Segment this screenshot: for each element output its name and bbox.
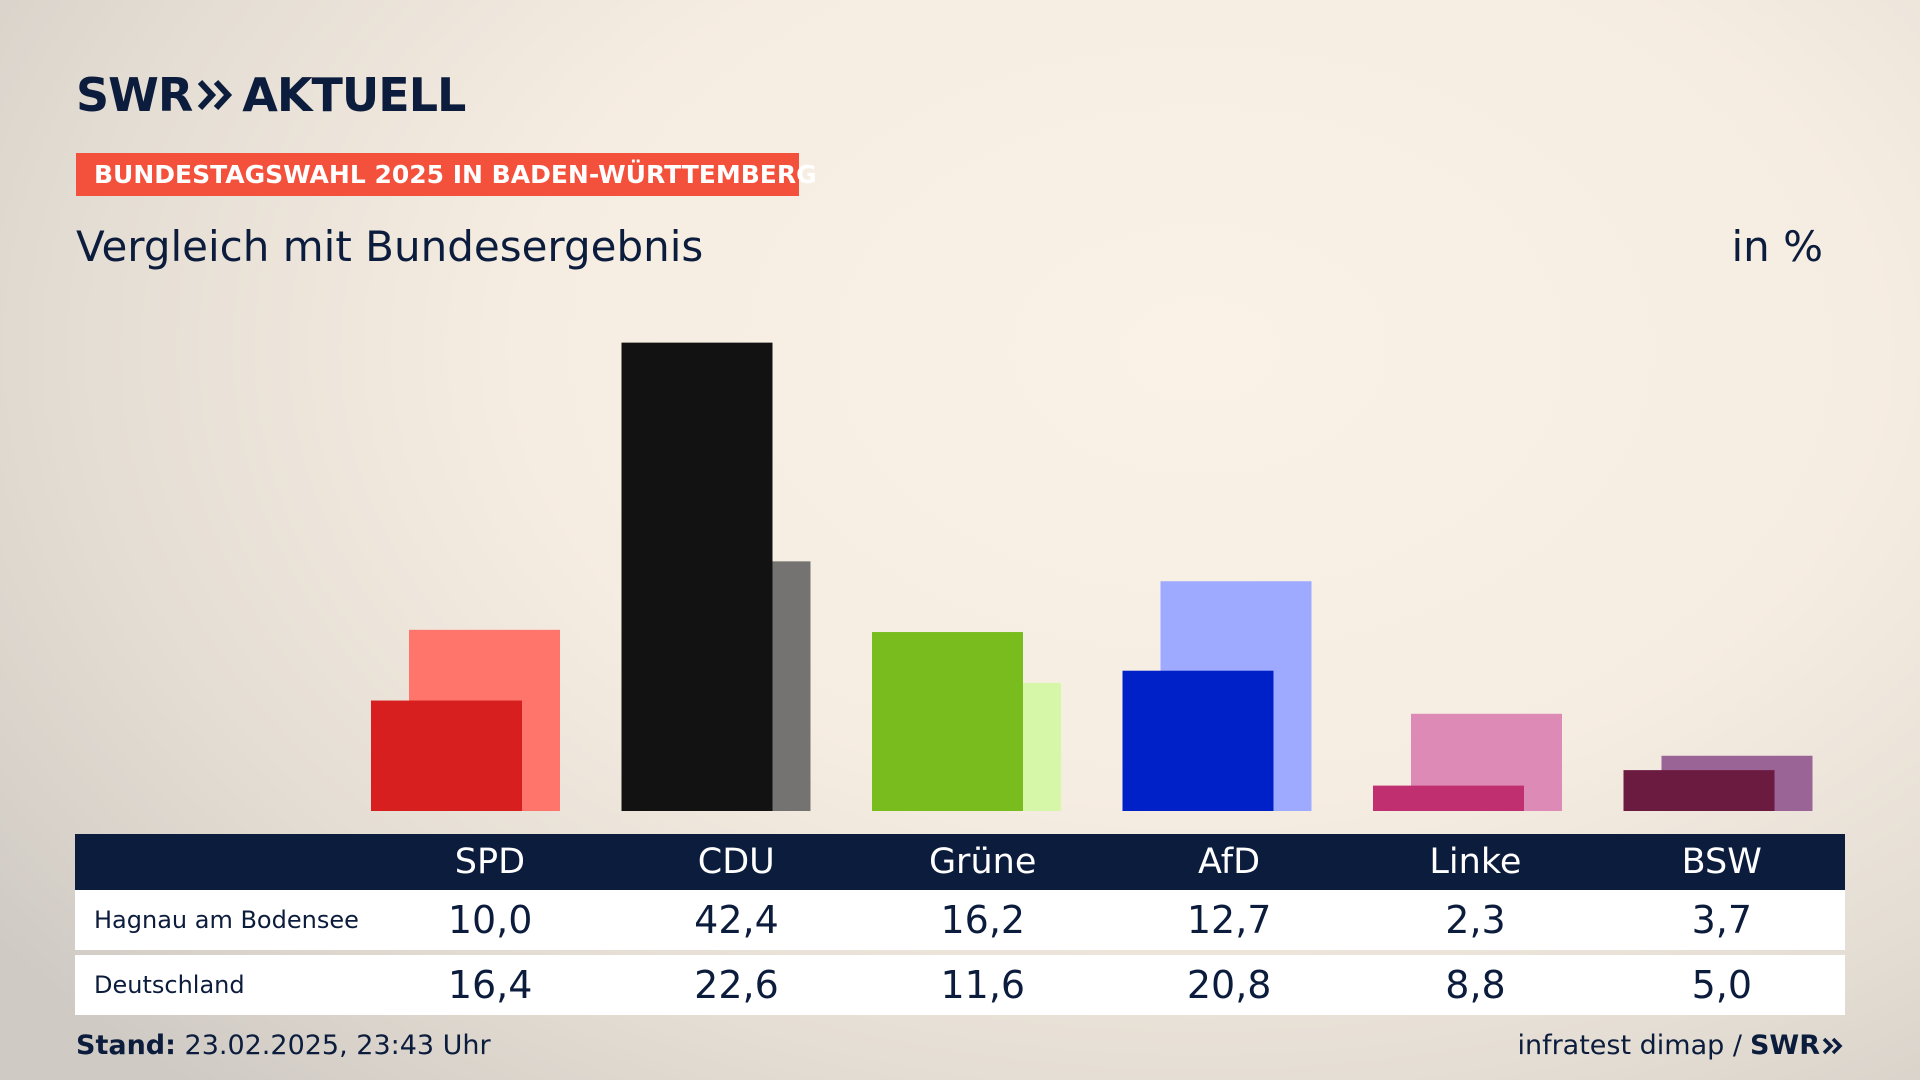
source-credit: infratest dimap / SWR [1517, 1030, 1844, 1061]
value-de-linke: 8,8 [1445, 963, 1506, 1007]
bar-hagnau-cdu [621, 342, 773, 811]
value-hagnau-linke: 2,3 [1445, 898, 1506, 942]
row-label-hagnau: Hagnau am Bodensee [94, 906, 359, 934]
value-de-bsw: 5,0 [1691, 963, 1753, 1007]
table-row: Hagnau am Bodensee 10,0 42,4 16,2 12,7 2… [75, 890, 1845, 950]
value-hagnau-cdu: 42,4 [694, 898, 779, 942]
results-table: SPD CDU Grüne AfD Linke BSW Hagnau am Bo… [75, 834, 1845, 1015]
header-cdu: CDU [697, 842, 775, 882]
source-brand: SWR [1749, 1030, 1820, 1061]
value-hagnau-bsw: 3,7 [1691, 898, 1753, 942]
value-hagnau-afd: 12,7 [1186, 898, 1272, 942]
source-text: infratest dimap / [1517, 1030, 1742, 1061]
bar-chart [371, 342, 1813, 811]
bar-hagnau-spd [371, 700, 522, 811]
value-hagnau-spd: 10,0 [447, 898, 533, 942]
header-spd: SPD [454, 842, 526, 882]
bar-hagnau-afd [1122, 670, 1274, 811]
swr-mini-logo: SWR [1750, 1030, 1844, 1061]
logo-brand-suffix: AKTUELL [242, 68, 466, 122]
value-de-afd: 20,8 [1186, 963, 1272, 1007]
header-gruene: Grüne [928, 842, 1037, 882]
election-banner: BUNDESTAGSWAHL 2025 IN BADEN-WÜRTTEMBERG [76, 153, 817, 196]
row-label-deutschland: Deutschland [94, 971, 245, 999]
bar-hagnau-linke [1373, 785, 1524, 811]
chart-subtitle: Vergleich mit Bundesergebnis [76, 222, 704, 271]
double-chevron-icon [198, 79, 233, 111]
value-de-cdu: 22,6 [694, 963, 779, 1007]
stand-value: 23.02.2025, 23:43 Uhr [184, 1030, 491, 1061]
table-header-row: SPD CDU Grüne AfD Linke BSW [75, 834, 1845, 890]
swr-aktuell-logo: SWR AKTUELL [76, 68, 466, 122]
bar-hagnau-bsw [1623, 770, 1775, 811]
value-hagnau-gruene: 16,2 [940, 898, 1026, 942]
header-linke: Linke [1429, 842, 1522, 882]
table-row: Deutschland 16,4 22,6 11,6 20,8 8,8 5,0 [75, 955, 1845, 1015]
value-de-gruene: 11,6 [940, 963, 1026, 1007]
header-afd: AfD [1198, 842, 1261, 882]
unit-label: in % [1731, 222, 1823, 271]
double-chevron-icon [1822, 1037, 1843, 1054]
timestamp: Stand: 23.02.2025, 23:43 Uhr [76, 1030, 491, 1061]
bar-hagnau-gruene [872, 632, 1023, 811]
logo-brand-prefix: SWR [76, 68, 193, 122]
header-bsw: BSW [1681, 842, 1762, 882]
value-de-spd: 16,4 [447, 963, 533, 1007]
stand-label: Stand: [76, 1030, 176, 1061]
